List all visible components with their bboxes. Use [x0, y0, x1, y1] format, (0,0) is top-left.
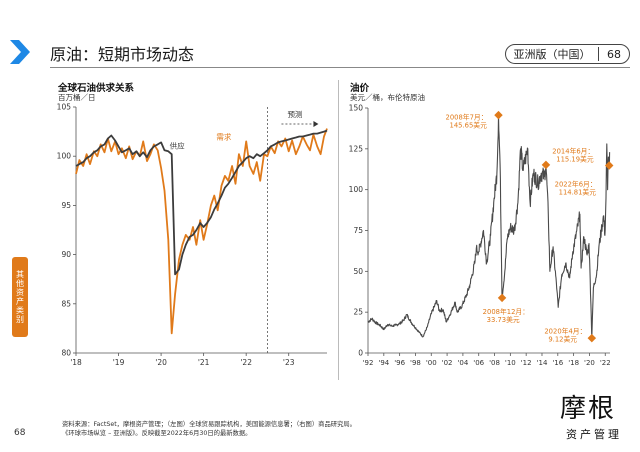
- left-y-tick-label: 80: [61, 349, 71, 358]
- section-side-tab[interactable]: 其他资产类别: [12, 257, 28, 337]
- annotation-value-4: 9.12美元: [548, 334, 577, 343]
- annotation-date-1: 2008年12月：: [483, 307, 529, 316]
- right-x-tick-label: '22: [600, 359, 611, 367]
- annotation-value-0: 145.65美元: [450, 120, 488, 129]
- right-x-tick-label: '18: [568, 359, 579, 367]
- right-y-tick-label: 100: [349, 185, 364, 194]
- left-y-tick-label: 90: [61, 250, 71, 259]
- right-y-tick-label: 0: [358, 349, 363, 358]
- right-x-tick-label: '14: [537, 359, 548, 367]
- annotation-date-2: 2014年6月：: [552, 147, 594, 156]
- series-line-1: [75, 129, 328, 276]
- footnote-line-2: 《环球市场纵览 – 亚洲版》。反映截至2022年6月30日的最新数据。: [62, 430, 252, 437]
- forecast-label: 预测: [287, 109, 302, 119]
- right-x-tick-label: '92: [363, 359, 374, 367]
- brand-logo: 摩根: [560, 394, 617, 424]
- annotation-date-0: 2008年7月：: [446, 112, 488, 121]
- right-x-tick-label: '00: [426, 359, 437, 367]
- forecast-arrow-head: [313, 121, 319, 127]
- price-series-line-0: [367, 114, 611, 339]
- left-y-tick-label: 100: [57, 152, 72, 161]
- left-x-tick-label: '21: [198, 358, 210, 367]
- right-x-tick-label: '08: [489, 359, 500, 367]
- right-y-tick-label: 125: [349, 144, 364, 153]
- left-x-tick-label: '18: [70, 358, 82, 367]
- right-x-tick-label: '12: [521, 359, 532, 367]
- right-x-tick-label: '94: [378, 359, 389, 367]
- left-y-tick-label: 105: [57, 103, 72, 112]
- annotation-marker-4: [587, 333, 597, 343]
- left-x-tick-label: '20: [155, 358, 167, 367]
- right-chart-ylabel: 美元／桶，布伦特原油: [350, 93, 425, 102]
- left-y-tick-label: 85: [61, 299, 71, 308]
- right-x-tick-label: '96: [394, 359, 405, 367]
- annotation-value-3: 114.81美元: [559, 187, 597, 196]
- left-x-tick-label: '23: [283, 358, 295, 367]
- right-x-tick-label: '10: [505, 359, 516, 367]
- left-x-tick-label: '19: [113, 358, 125, 367]
- edition-separator: [598, 47, 599, 61]
- left-y-tick-label: 95: [61, 201, 71, 210]
- page-title: 原油：短期市场动态: [50, 45, 195, 64]
- left-chart-title: 全球石油供求关系: [58, 83, 135, 94]
- series-line-0: [75, 128, 328, 335]
- edition-badge: 亚洲版（中国） 68: [505, 44, 630, 64]
- right-y-tick-label: 75: [353, 226, 363, 235]
- series-label-0: 需求: [216, 131, 231, 141]
- right-chart-title: 油价: [350, 83, 370, 94]
- left-chart-ylabel: 百万桶／日: [58, 93, 96, 102]
- page-number: 68: [14, 428, 26, 438]
- right-y-tick-label: 150: [349, 104, 364, 113]
- annotation-value-2: 115.19美元: [556, 155, 594, 164]
- footnote: 资料来源：FactSet，摩根资产管理；（左图）全球贸易跟踪机构，美国能源信息署…: [62, 420, 482, 438]
- right-x-tick-label: '98: [410, 359, 421, 367]
- right-y-tick-label: 50: [353, 267, 363, 276]
- footnote-line-1: 资料来源：FactSet，摩根资产管理；（左图）全球贸易跟踪机构，美国能源信息署…: [62, 421, 356, 428]
- annotation-date-4: 2020年4月：: [544, 326, 586, 335]
- right-x-tick-label: '02: [442, 359, 453, 367]
- edition-page-number: 68: [607, 47, 621, 61]
- right-x-tick-label: '06: [473, 359, 484, 367]
- right-x-tick-label: '20: [584, 359, 595, 367]
- annotation-marker-0: [494, 110, 503, 120]
- left-x-tick-label: '22: [240, 358, 252, 367]
- oil-price-chart: 150 125 100 75 50 25 0'92 '94 '96 '98 '00 '02 '04 '06…: [349, 104, 614, 367]
- brand-chevron-icon: [10, 40, 30, 64]
- chart-divider: [338, 80, 339, 380]
- header-rule: [50, 67, 630, 68]
- annotation-date-3: 2022年6月：: [555, 179, 597, 188]
- edition-label: 亚洲版（中国）: [513, 48, 591, 61]
- series-label-1: 供应: [170, 140, 185, 150]
- brand-subtitle: 资产管理: [566, 428, 622, 441]
- annotation-marker-1: [497, 293, 507, 303]
- annotation-value-1: 33.73美元: [487, 315, 520, 324]
- right-x-tick-label: '16: [552, 359, 563, 367]
- right-y-tick-label: 25: [353, 308, 363, 317]
- annotation-marker-3: [604, 161, 614, 170]
- right-x-tick-label: '04: [457, 359, 468, 367]
